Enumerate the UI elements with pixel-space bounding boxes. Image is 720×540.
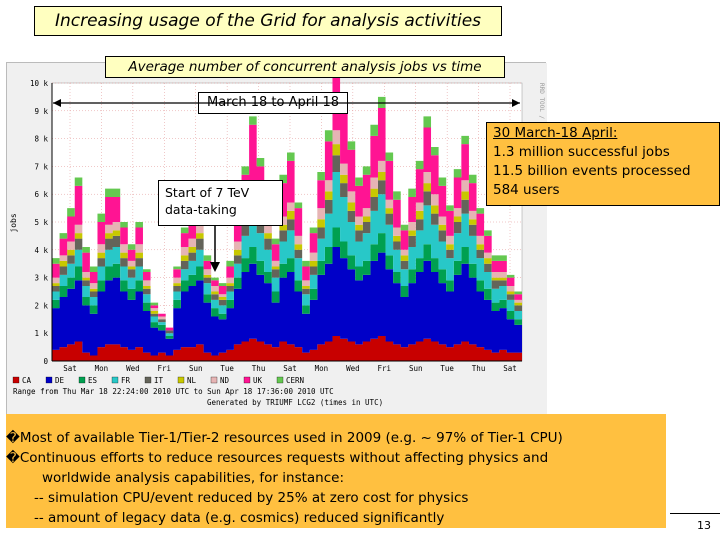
legend-swatch [210,376,218,384]
bullet-text: -- simulation CPU/event reduced by 25% a… [34,490,469,506]
x-tick-label: Wed [346,364,360,373]
x-tick-label: Sun [189,364,203,373]
stats-header: 30 March-18 April: [493,125,618,141]
x-tick-label: Sat [283,364,297,373]
legend-swatch [78,376,86,384]
y-tick-label: 2 k [34,301,48,310]
x-tick-label: Sun [409,364,423,373]
series-area-fr [52,171,522,336]
legend-swatch [243,376,251,384]
stats-box: 30 March-18 April: 1.3 million successfu… [486,122,720,206]
x-tick-label: Fri [158,364,172,373]
chart-footer-generated: Generated by TRIUMF LCG2 (times in UTC) [207,398,383,407]
legend-swatch [276,376,284,384]
jobs-area-chart: 0 1 k 2 k 3 k 4 k 5 k 6 k 7 k 8 k 9 k 10 k Sat Mon W… [7,55,547,415]
x-tick-label: Mon [95,364,109,373]
x-tick-label: Tue [220,364,234,373]
legend-swatch [45,376,53,384]
y-tick-label: 6 k [34,190,48,199]
y-tick-label: 4 k [34,246,48,255]
legend-swatch [12,376,20,384]
y-axis-label: jobs [9,213,18,232]
chart-subtitle: Average number of concurrent analysis jo… [105,56,505,78]
stats-line: 584 users [493,182,560,198]
x-tick-label: Thu [252,364,266,373]
bullet-text: -- amount of legacy data (e.g. cosmics) … [34,510,445,526]
stats-line: 1.3 million successful jobs [493,144,670,160]
legend-label: CA [22,376,32,385]
legend-label: ND [220,376,230,385]
divider-line [670,513,720,514]
legend-swatch [111,376,119,384]
legend-label: IT [154,376,164,385]
legend-label: CERN [286,376,304,385]
bullet-text: �Most of available Tier-1/Tier-2 resourc… [6,430,563,446]
legend-label: DE [55,376,65,385]
y-tick-label: 5 k [34,218,48,227]
y-tick-label: 7 k [34,162,48,171]
legend-label: UK [253,376,263,385]
summary-panel: �Most of available Tier-1/Tier-2 resourc… [6,414,666,528]
legend-label: ES [88,376,98,385]
stats-line: 11.5 billion events processed [493,163,691,179]
y-tick-label: 9 k [34,107,48,116]
chart-footer-range: Range from Thu Mar 18 22:24:00 2010 UTC … [13,387,334,396]
y-tick-label: 0 [43,357,48,366]
bullet-text: worldwide analysis capabilities, for ins… [42,470,344,486]
series-area-de [52,247,522,356]
series-area-ca [52,335,522,361]
x-tick-label: Sat [63,364,77,373]
x-tick-label: Sat [503,364,517,373]
bullet-text: �Continuous efforts to reduce resources … [6,450,549,466]
x-tick-label: Thu [472,364,486,373]
series-area-uk [52,69,522,331]
y-tick-label: 8 k [34,135,48,144]
legend-swatch [177,376,185,384]
x-tick-label: Mon [315,364,329,373]
x-tick-label: Wed [126,364,140,373]
legend-label: FR [121,376,131,385]
start-7tev-annotation: Start of 7 TeV data-taking [158,180,283,226]
legend-label: NL [187,376,197,385]
y-tick-label: 10 k [30,79,49,88]
chart-frame: 0 1 k 2 k 3 k 4 k 5 k 6 k 7 k 8 k 9 k 10 k Sat Mon W… [6,55,547,415]
slide-title: Increasing usage of the Grid for analysi… [34,6,502,36]
x-tick-label: Fri [378,364,392,373]
y-tick-label: 1 k [34,329,48,338]
y-tick-label: 3 k [34,274,48,283]
legend-swatch [144,376,152,384]
page-number: 13 [697,519,711,532]
x-tick-label: Tue [440,364,454,373]
